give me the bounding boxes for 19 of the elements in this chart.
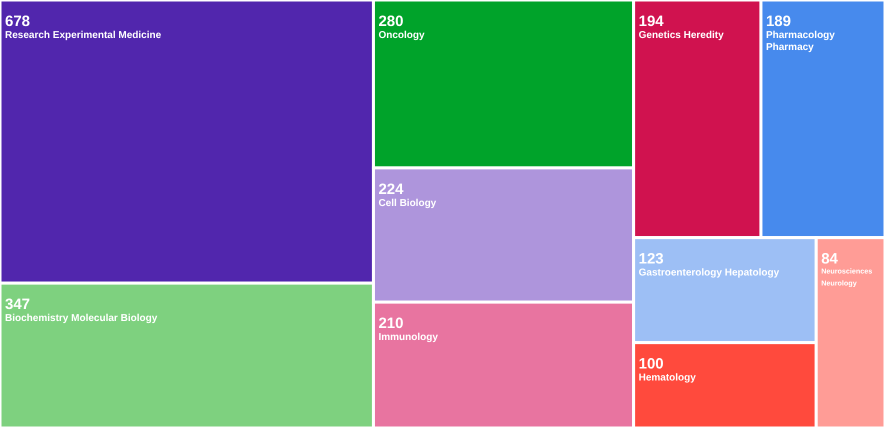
category-label: Genetics Heredity (638, 30, 724, 41)
data-label: 678 (5, 13, 30, 30)
category-label: Gastroenterology Hepatology (638, 268, 780, 279)
category-label: Biochemistry Molecular Biology (5, 313, 158, 324)
category-label: Oncology (378, 30, 426, 41)
data-label: 280 (378, 13, 404, 30)
data-label: 210 (378, 315, 404, 332)
data-label: 84 (821, 250, 839, 268)
category-label: Pharmacology Pharmacy (766, 30, 836, 53)
data-label: 189 (766, 13, 791, 30)
category-label: Hematology (638, 372, 696, 384)
category-label: Immunology (378, 332, 438, 344)
data-label: 224 (378, 180, 404, 198)
category-label: Research Experimental Medicine (5, 30, 162, 41)
data-label: 123 (638, 250, 664, 268)
data-label: 194 (638, 13, 664, 30)
category-label: Cell Biology (378, 198, 437, 209)
data-label: 347 (5, 296, 30, 314)
data-label: 100 (638, 356, 664, 373)
